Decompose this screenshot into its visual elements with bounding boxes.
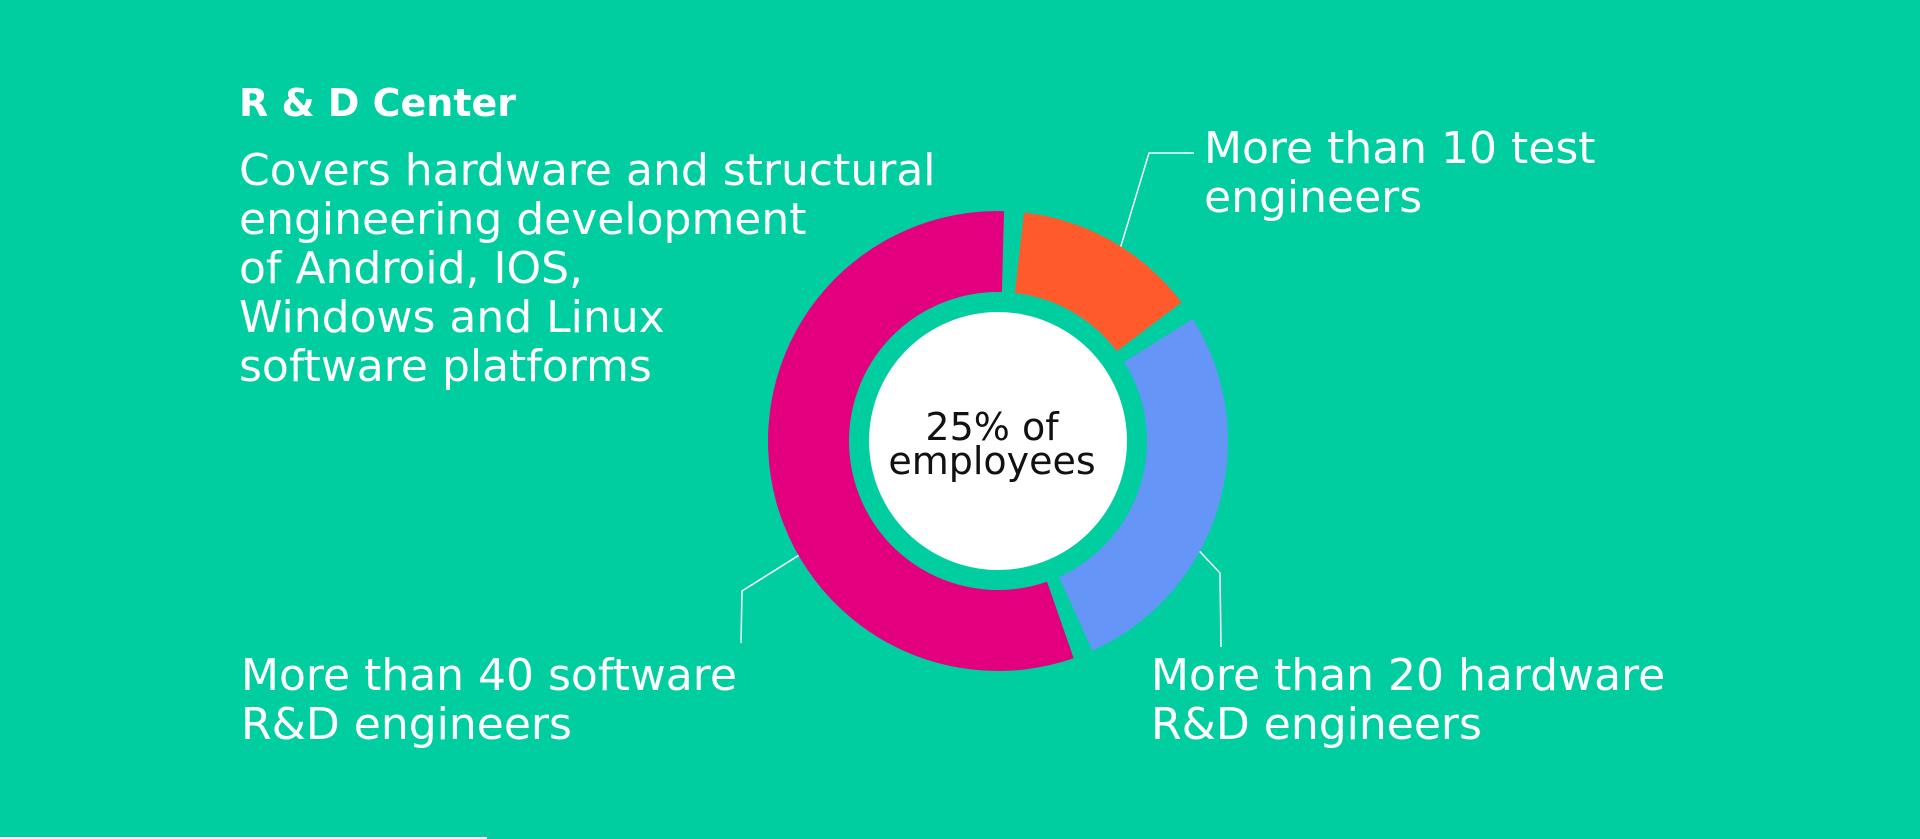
description-line: engineering development (239, 194, 807, 245)
segment-label: engineers (1204, 172, 1422, 223)
donut-segment (1014, 212, 1182, 352)
description-line: Covers hardware and structural (239, 145, 936, 196)
segment-label: More than 20 hardware (1151, 650, 1665, 701)
segment-label: R&D engineers (241, 699, 572, 750)
leader-line (1113, 152, 1194, 270)
leader-line (740, 541, 821, 644)
center-disc (869, 312, 1127, 570)
donut-segment (768, 211, 1074, 671)
center-label: 25% of (925, 405, 1060, 449)
center-label: employees (888, 439, 1095, 483)
description-line: of Android, IOS, (239, 243, 583, 294)
chart-title: R & D Center (239, 81, 516, 125)
segment-label: More than 40 software (241, 650, 737, 701)
segment-label: More than 10 test (1204, 123, 1596, 174)
segment-label: R&D engineers (1151, 699, 1482, 750)
description-line: Windows and Linux (239, 292, 665, 343)
donut-segment (1059, 318, 1228, 651)
description-line: software platforms (239, 341, 652, 392)
